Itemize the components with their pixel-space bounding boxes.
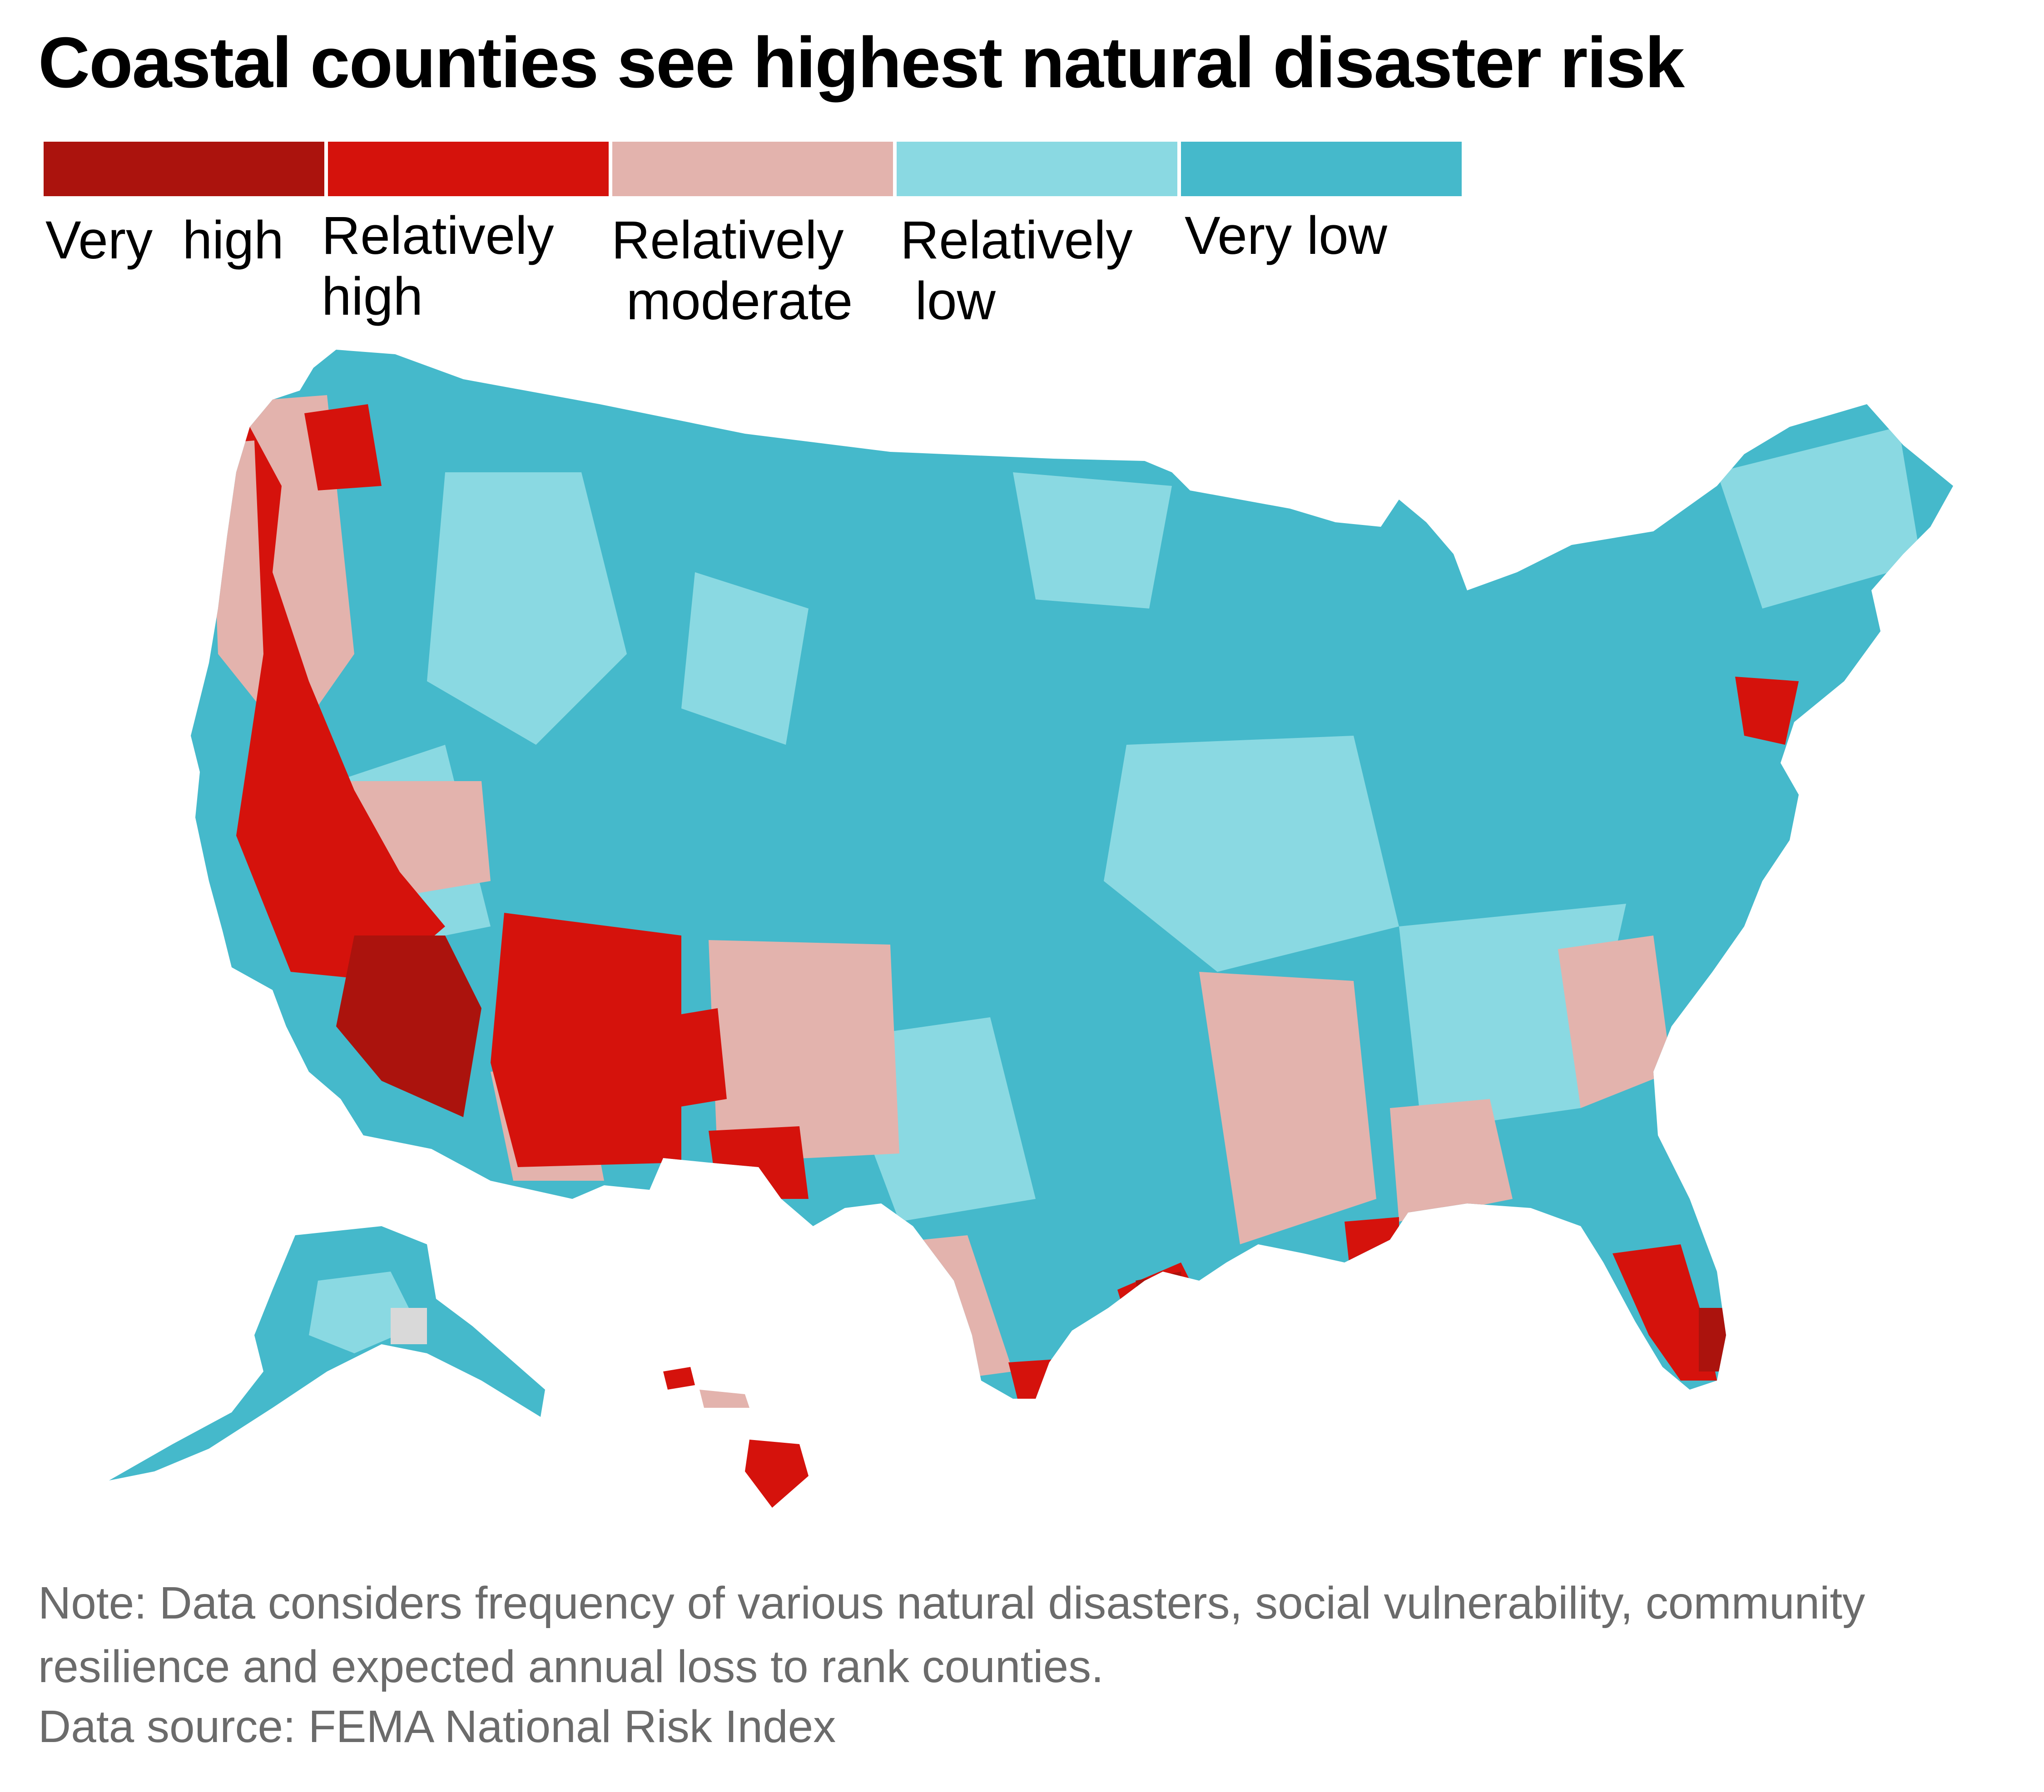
legend-swatch-relatively-moderate <box>612 142 893 196</box>
legend-swatch-relatively-high <box>328 142 609 196</box>
legend-label-relatively-moderate: Relatively moderate <box>611 210 853 331</box>
legend-swatch-very-high <box>44 142 324 196</box>
footnote: Note: Data considers frequency of variou… <box>38 1578 1865 1692</box>
chart-title: Coastal counties see highest natural dis… <box>38 23 1685 103</box>
legend-label-relatively-high: Relatively high <box>322 206 554 327</box>
data-source: Data source: FEMA National Risk Index <box>38 1701 836 1752</box>
legend-swatch-very-low <box>1181 142 1462 196</box>
legend-label-very-low: Very low <box>1185 206 1387 266</box>
us-county-risk-map <box>109 350 1953 1508</box>
risk-regions <box>200 395 1921 1399</box>
alaska <box>109 1226 545 1480</box>
legend-swatch-relatively-low <box>897 142 1177 196</box>
legend-label-very-high: Very high <box>45 210 284 270</box>
legend-label-relatively-low: Relatively low <box>900 210 1133 331</box>
hawaii <box>663 1367 809 1508</box>
legend: Very high Relatively high Relatively mod… <box>44 142 1464 369</box>
